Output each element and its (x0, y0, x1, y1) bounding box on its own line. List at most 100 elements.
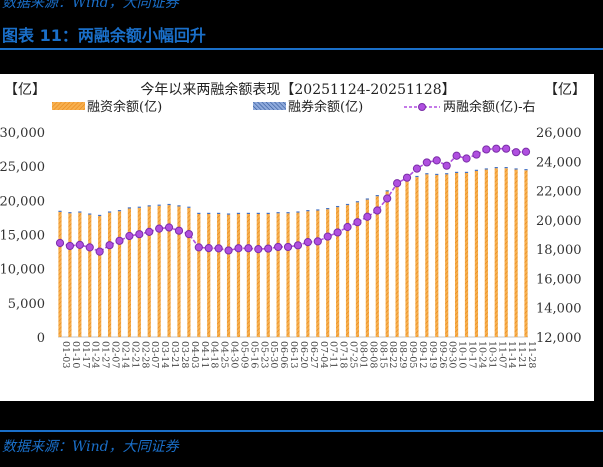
financing-bar (474, 170, 479, 337)
securities-lending-bar (286, 212, 290, 214)
x-tick-label: 10-31 (486, 341, 497, 368)
securities-lending-bar (524, 169, 528, 171)
financing-bar (177, 206, 181, 337)
total-balance-marker (184, 229, 193, 239)
right-unit-label: 【亿】 (544, 82, 586, 98)
total-balance-marker (75, 240, 84, 249)
left-tick-label: 10,000 (0, 263, 45, 278)
total-balance-marker (155, 224, 164, 233)
financing-bar (445, 174, 449, 337)
financing-bar (246, 214, 250, 337)
right-tick-label: 16,000 (536, 272, 582, 287)
total-balance-marker (462, 154, 471, 163)
figure-title: 图表 11：两融余额小幅回升 (2, 26, 206, 45)
securities-lending-bar (316, 209, 320, 211)
securities-lending-bar (217, 212, 221, 214)
x-tick-label: 02-28 (139, 341, 150, 368)
x-axis-labels: 01-0301-1001-1701-2401-2702-0702-1402-21… (60, 341, 537, 368)
financing-bar (504, 168, 508, 337)
securities-lending-bar (177, 205, 181, 207)
total-balance-marker (234, 244, 243, 253)
financing-bar (494, 168, 498, 337)
total-balance-marker (452, 151, 461, 160)
securities-lending-bar (207, 212, 211, 214)
legend-label-financing: 融资余额(亿) (87, 99, 162, 115)
total-balance-marker (224, 246, 233, 255)
x-tick-label: 09-12 (417, 341, 428, 368)
right-tick-label: 24,000 (536, 155, 582, 170)
securities-lending-bar (514, 168, 518, 170)
financing-bar (137, 207, 141, 337)
financing-bar (415, 177, 419, 337)
total-balance-marker (125, 231, 134, 241)
total-balance-marker (422, 158, 431, 167)
x-tick-label: 05-16 (248, 341, 259, 368)
x-tick-label: 05-23 (258, 341, 269, 368)
securities-lending-bar (306, 210, 310, 212)
x-tick-label: 08-29 (397, 341, 408, 368)
financing-bar (484, 169, 488, 337)
total-balance-marker (115, 236, 124, 245)
total-balance-marker (194, 243, 203, 252)
securities-lending-bar (236, 212, 241, 214)
financing-bar (207, 214, 211, 337)
financing-bar (336, 207, 340, 337)
x-tick-label: 08-15 (377, 341, 388, 368)
financing-bar (236, 214, 241, 337)
line-series (55, 144, 531, 256)
financing-bar (286, 213, 290, 337)
chart-title: 今年以来两融余额表现【20251124-20251128】 (140, 81, 455, 98)
x-tick-label: 07-18 (338, 341, 349, 368)
total-line-marker-icon (418, 103, 426, 111)
financing-bar (88, 214, 92, 337)
securities-lending-bar (504, 167, 508, 169)
financing-bar (514, 169, 518, 337)
total-balance-marker (283, 242, 293, 252)
securities-lending-bar (484, 168, 488, 170)
total-balance-marker (482, 145, 491, 154)
financing-bar (296, 212, 300, 337)
total-balance-marker (383, 194, 392, 203)
financing-bar (435, 175, 439, 337)
x-tick-label: 06-27 (308, 341, 319, 368)
left-y-axis: 0 5,000 10,000 15,000 20,000 25,000 30,000 (0, 126, 45, 346)
bar-series (58, 167, 528, 337)
financing-bar (316, 210, 320, 337)
top-source-note: 数据来源：Wind，大同证券 (2, 0, 179, 11)
total-balance-marker (511, 148, 521, 157)
total-balance-marker (55, 238, 65, 248)
left-tick-label: 15,000 (0, 229, 45, 244)
left-tick-label: 0 (37, 331, 45, 346)
securities-lending-bar (107, 211, 112, 213)
total-balance-marker (323, 232, 332, 241)
x-tick-label: 02-14 (119, 341, 130, 368)
financing-bar (226, 214, 231, 337)
right-tick-label: 26,000 (536, 126, 582, 141)
financing-bar (405, 180, 409, 337)
bottom-source-note: 数据来源：Wind，大同证券 (2, 439, 179, 455)
financing-bar (276, 213, 280, 337)
x-tick-label: 03-07 (149, 341, 160, 368)
x-tick-label: 06-06 (278, 341, 289, 368)
total-balance-marker (85, 243, 94, 252)
financing-bar (385, 191, 389, 337)
securities-lending-bar (147, 205, 151, 207)
securities-lending-bar (187, 206, 191, 208)
right-y-axis: 12,000 14,000 16,000 18,000 20,000 22,000 24,0… (536, 126, 582, 346)
financing-bar (375, 196, 379, 337)
total-balance-marker (402, 173, 412, 182)
securities-lending-bar (117, 210, 122, 212)
legend-item-financing: 融资余额(亿) (52, 99, 162, 115)
securities-lending-bar (266, 212, 270, 214)
total-balance-marker (303, 238, 312, 247)
right-tick-label: 20,000 (536, 214, 582, 229)
financing-bar (157, 205, 161, 337)
financing-bar (266, 214, 270, 337)
legend: 融资余额(亿) 融券余额(亿) 两融余额(亿)-右 (52, 99, 536, 115)
total-balance-marker (442, 161, 451, 170)
x-tick-label: 01-24 (90, 341, 101, 368)
chart-panel: 【亿】 【亿】 今年以来两融余额表现【20251124-20251128】 融资… (0, 74, 594, 401)
title-divider (0, 48, 603, 50)
total-balance-marker (254, 245, 263, 254)
legend-label-securities-lending: 融券余额(亿) (288, 99, 363, 115)
